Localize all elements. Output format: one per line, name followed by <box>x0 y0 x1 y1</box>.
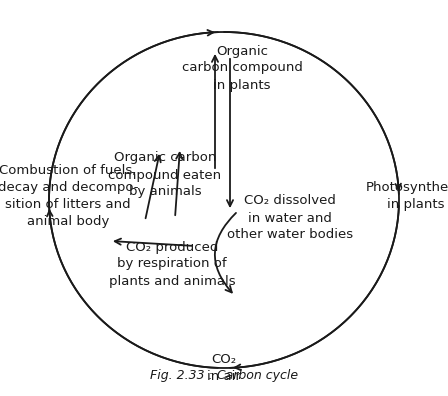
Text: Combustion of fuels,
decay and decompo-
sition of litters and
animal body: Combustion of fuels, decay and decompo- … <box>0 164 138 228</box>
Text: Fig. 2.33 : Carbon cycle: Fig. 2.33 : Carbon cycle <box>150 369 298 381</box>
Text: Organic carbon
compound eaten
by animals: Organic carbon compound eaten by animals <box>108 152 222 198</box>
Text: Organic
carbon compound
in plants: Organic carbon compound in plants <box>181 44 302 91</box>
Text: Photosynthesis
in plants: Photosynthesis in plants <box>366 181 448 211</box>
Text: CO₂ dissolved
in water and
other water bodies: CO₂ dissolved in water and other water b… <box>227 194 353 242</box>
Text: CO₂ produced
by respiration of
plants and animals: CO₂ produced by respiration of plants an… <box>109 240 235 287</box>
Text: CO₂
in air: CO₂ in air <box>207 353 241 383</box>
